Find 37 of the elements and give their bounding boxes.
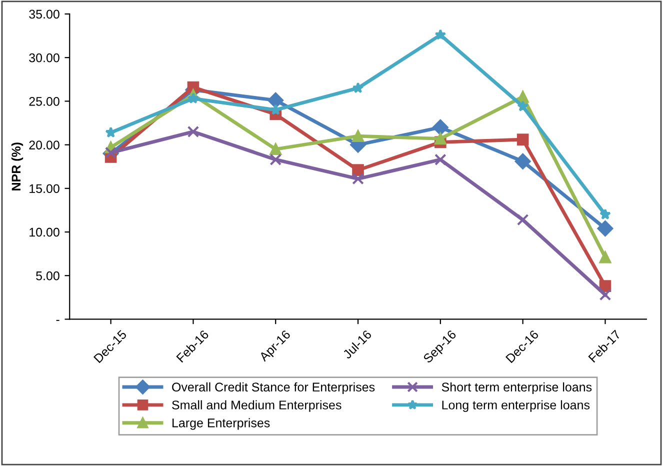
y-tick-label: - bbox=[56, 320, 60, 321]
point bbox=[600, 208, 611, 220]
point bbox=[104, 146, 117, 159]
point bbox=[516, 134, 529, 146]
y-tick-label: 20.00 bbox=[29, 140, 60, 150]
y-tick-label: 15.00 bbox=[30, 184, 60, 194]
y-tick-label: 30.00 bbox=[29, 53, 60, 62]
point bbox=[270, 154, 282, 166]
point bbox=[599, 288, 612, 301]
point bbox=[432, 119, 448, 136]
point bbox=[352, 164, 364, 176]
point bbox=[270, 143, 282, 156]
point bbox=[352, 82, 364, 94]
point bbox=[514, 153, 531, 170]
point bbox=[188, 92, 199, 104]
point bbox=[352, 130, 364, 142]
y-tick-label: 5.00 bbox=[36, 271, 60, 280]
y-axis-title: NPR (%) bbox=[11, 142, 24, 190]
point bbox=[599, 251, 612, 264]
point bbox=[187, 126, 200, 138]
legend-label: Small and Medium Enterprises bbox=[172, 400, 342, 412]
y-tick-label: 25.00 bbox=[29, 96, 60, 106]
y-tick-label: 10.00 bbox=[30, 228, 60, 237]
point bbox=[516, 214, 529, 226]
legend-label: Short term enterprise loans bbox=[442, 382, 592, 394]
legend-label: Overall Credit Stance for Enterprises bbox=[172, 382, 375, 394]
legend-label: Large Enterprises bbox=[172, 418, 270, 430]
y-tick-label: 35.00 bbox=[29, 10, 60, 19]
legend-label: Long term enterprise loans bbox=[442, 400, 590, 412]
point bbox=[268, 92, 284, 108]
point bbox=[517, 100, 528, 112]
point bbox=[352, 172, 364, 185]
point bbox=[434, 29, 446, 40]
point bbox=[597, 220, 614, 236]
point bbox=[105, 126, 116, 138]
point bbox=[434, 154, 446, 166]
point bbox=[434, 132, 446, 145]
